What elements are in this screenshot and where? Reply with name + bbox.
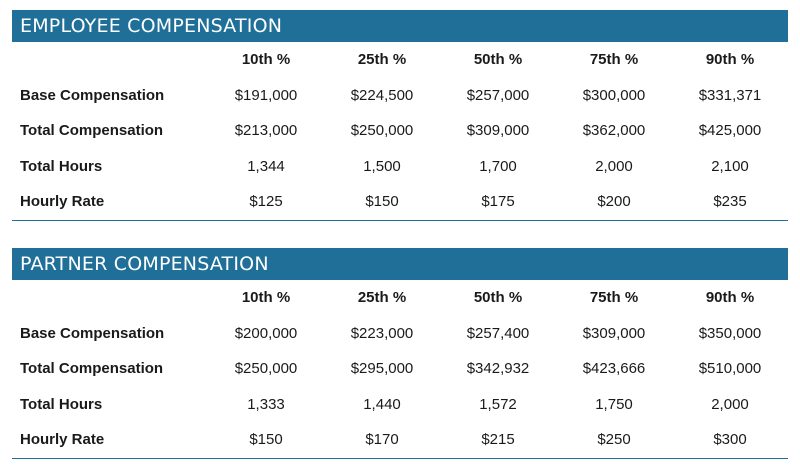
column-header-75th: 75th % — [589, 289, 639, 307]
table-row: Base Compensation $200,000 $223,000 $257… — [12, 316, 788, 352]
table-cell: $300 — [713, 431, 747, 449]
table-cell: 1,344 — [247, 157, 285, 175]
table-cell: $257,000 — [466, 86, 530, 104]
partner-compensation-header: PARTNER COMPENSATION — [12, 248, 788, 280]
table-cell: $309,000 — [466, 122, 530, 140]
table-cell: 1,440 — [363, 395, 401, 413]
table-cell: $150 — [249, 431, 283, 449]
table-cell: 2,000 — [711, 395, 749, 413]
table-cell: $250,000 — [350, 122, 414, 140]
employee-compensation-section: EMPLOYEE COMPENSATION 10th % 25th % 50th… — [12, 10, 788, 221]
table-cell: $510,000 — [698, 360, 762, 378]
table-cell: $250,000 — [234, 360, 298, 378]
table-cell: $295,000 — [350, 360, 414, 378]
table-cell: 2,100 — [711, 157, 749, 175]
table-cell: $425,000 — [698, 122, 762, 140]
table-cell: $362,000 — [582, 122, 646, 140]
row-label: Base Compensation — [20, 324, 165, 342]
table-cell: $250 — [597, 431, 631, 449]
table-row: Total Compensation $213,000 $250,000 $30… — [12, 113, 788, 149]
table-cell: 1,572 — [479, 395, 517, 413]
table-cell: $150 — [365, 193, 399, 211]
row-label: Total Compensation — [20, 122, 164, 140]
column-header-50th: 50th % — [473, 51, 523, 69]
table-cell: 1,700 — [479, 157, 517, 175]
partner-compensation-section: PARTNER COMPENSATION 10th % 25th % 50th … — [12, 248, 788, 459]
table-cell: $200,000 — [234, 324, 298, 342]
table-cell: $350,000 — [698, 324, 762, 342]
table-cell: $213,000 — [234, 122, 298, 140]
table-row: Hourly Rate $125 $150 $175 $200 $235 — [12, 184, 788, 220]
table-cell: 1,750 — [595, 395, 633, 413]
partner-compensation-table: 10th % 25th % 50th % 75th % 90th % Base … — [12, 280, 788, 458]
table-row: Total Hours 1,344 1,500 1,700 2,000 2,10… — [12, 149, 788, 185]
table-cell: $309,000 — [582, 324, 646, 342]
column-header-25th: 25th % — [357, 289, 407, 307]
table-cell: $224,500 — [350, 86, 414, 104]
row-label: Hourly Rate — [20, 431, 105, 449]
table-cell: 1,500 — [363, 157, 401, 175]
table-cell: $170 — [365, 431, 399, 449]
table-row: Hourly Rate $150 $170 $215 $250 $300 — [12, 422, 788, 458]
header-blank — [12, 280, 208, 316]
table-cell: $191,000 — [234, 86, 298, 104]
column-header-10th: 10th % — [241, 51, 291, 69]
table-cell: $342,932 — [466, 360, 530, 378]
column-header-90th: 90th % — [705, 51, 755, 69]
section-divider — [12, 219, 788, 221]
table-cell: 1,333 — [247, 395, 285, 413]
section-divider — [12, 457, 788, 459]
employee-compensation-table: 10th % 25th % 50th % 75th % 90th % Base … — [12, 42, 788, 220]
column-header-10th: 10th % — [241, 289, 291, 307]
table-cell: $175 — [481, 193, 515, 211]
table-row: Base Compensation $191,000 $224,500 $257… — [12, 78, 788, 114]
employee-compensation-header: EMPLOYEE COMPENSATION — [12, 10, 788, 42]
column-header-75th: 75th % — [589, 51, 639, 69]
table-row: Total Compensation $250,000 $295,000 $34… — [12, 351, 788, 387]
table-row: Total Hours 1,333 1,440 1,572 1,750 2,00… — [12, 387, 788, 423]
row-label: Total Compensation — [20, 360, 164, 378]
column-header-90th: 90th % — [705, 289, 755, 307]
column-header-50th: 50th % — [473, 289, 523, 307]
table-header-row: 10th % 25th % 50th % 75th % 90th % — [12, 280, 788, 316]
table-cell: $423,666 — [582, 360, 646, 378]
row-label: Base Compensation — [20, 86, 165, 104]
table-header-row: 10th % 25th % 50th % 75th % 90th % — [12, 42, 788, 78]
column-header-25th: 25th % — [357, 51, 407, 69]
row-label: Hourly Rate — [20, 193, 105, 211]
row-label: Total Hours — [20, 157, 103, 175]
table-cell: $257,400 — [466, 324, 530, 342]
table-cell: $331,371 — [698, 86, 762, 104]
table-cell: $300,000 — [582, 86, 646, 104]
table-cell: $125 — [249, 193, 283, 211]
table-cell: $215 — [481, 431, 515, 449]
table-cell: $200 — [597, 193, 631, 211]
header-blank — [12, 42, 208, 78]
table-cell: 2,000 — [595, 157, 633, 175]
row-label: Total Hours — [20, 395, 103, 413]
table-cell: $223,000 — [350, 324, 414, 342]
table-cell: $235 — [713, 193, 747, 211]
